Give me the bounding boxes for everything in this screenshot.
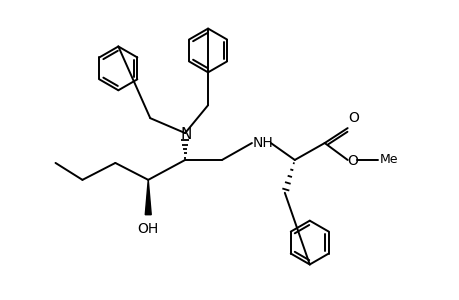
Text: Me: Me <box>379 154 397 166</box>
Text: N: N <box>180 127 191 142</box>
Text: O: O <box>347 154 358 168</box>
Text: OH: OH <box>137 222 158 236</box>
Text: NH: NH <box>252 136 273 150</box>
Text: O: O <box>348 111 359 125</box>
Polygon shape <box>145 180 151 215</box>
